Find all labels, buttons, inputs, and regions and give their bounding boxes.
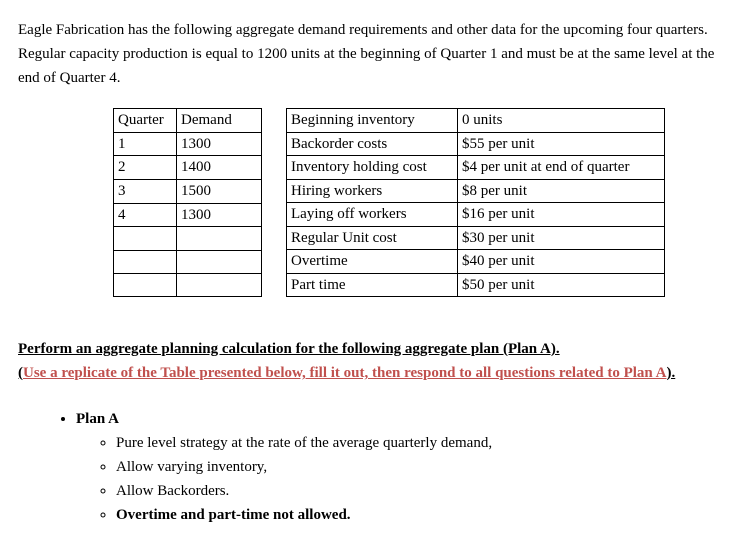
table-row: Beginning inventory0 units: [287, 109, 665, 133]
instruction-block: Perform an aggregate planning calculatio…: [18, 337, 730, 385]
plan-item-text: Overtime and part-time not allowed.: [116, 507, 351, 523]
table-row: Part time$50 per unit: [287, 273, 665, 297]
table-row: 11300: [114, 132, 262, 156]
cost-value: $4 per unit at end of quarter: [458, 156, 665, 180]
cost-label: Regular Unit cost: [287, 226, 458, 250]
cost-value: $8 per unit: [458, 179, 665, 203]
cost-value: 0 units: [458, 109, 665, 133]
cost-value: $50 per unit: [458, 273, 665, 297]
table-row: 41300: [114, 203, 262, 227]
cost-label: Backorder costs: [287, 132, 458, 156]
cell-quarter: [114, 250, 177, 273]
instruction-line1: Perform an aggregate planning calculatio…: [18, 341, 560, 357]
costs-table: Beginning inventory0 units Backorder cos…: [286, 108, 665, 297]
intro-paragraph: Eagle Fabrication has the following aggr…: [18, 18, 730, 90]
table-row: 31500: [114, 180, 262, 204]
header-quarter: Quarter: [114, 109, 177, 133]
list-item: Allow Backorders.: [116, 479, 730, 503]
cell-quarter: [114, 227, 177, 250]
instruction-red-text: Use a replicate of the Table presented b…: [23, 365, 667, 381]
cost-label: Hiring workers: [287, 179, 458, 203]
table-row: Backorder costs$55 per unit: [287, 132, 665, 156]
header-demand: Demand: [177, 109, 262, 133]
cost-label: Inventory holding cost: [287, 156, 458, 180]
cost-value: $30 per unit: [458, 226, 665, 250]
tables-container: Quarter Demand 11300 21400 31500 41300 B…: [113, 108, 730, 297]
table-row: 21400: [114, 156, 262, 180]
cell-demand: [177, 250, 262, 273]
plan-title: Plan A: [76, 411, 119, 427]
cell-demand: 1400: [177, 156, 262, 180]
plan-title-item: Plan A Pure level strategy at the rate o…: [76, 407, 730, 527]
cost-label: Overtime: [287, 250, 458, 274]
plan-list: Plan A Pure level strategy at the rate o…: [18, 407, 730, 527]
plan-item-text: Pure level strategy at the rate of the a…: [116, 435, 492, 451]
list-item: Pure level strategy at the rate of the a…: [116, 431, 730, 455]
table-row: Inventory holding cost$4 per unit at end…: [287, 156, 665, 180]
table-row: Quarter Demand: [114, 109, 262, 133]
table-row: Hiring workers$8 per unit: [287, 179, 665, 203]
cell-quarter: [114, 273, 177, 296]
cost-label: Part time: [287, 273, 458, 297]
cell-quarter: 1: [114, 132, 177, 156]
cell-demand: 1300: [177, 132, 262, 156]
cell-quarter: 2: [114, 156, 177, 180]
table-row: [114, 273, 262, 296]
cost-label: Laying off workers: [287, 203, 458, 227]
instruction-paren-close: ).: [667, 365, 676, 381]
cell-quarter: 3: [114, 180, 177, 204]
cost-value: $55 per unit: [458, 132, 665, 156]
table-row: Overtime$40 per unit: [287, 250, 665, 274]
plan-item-text: Allow Backorders.: [116, 483, 229, 499]
list-item: Overtime and part-time not allowed.: [116, 503, 730, 527]
demand-table: Quarter Demand 11300 21400 31500 41300: [113, 108, 262, 297]
cost-value: $16 per unit: [458, 203, 665, 227]
table-row: [114, 227, 262, 250]
list-item: Allow varying inventory,: [116, 455, 730, 479]
table-row: [114, 250, 262, 273]
cost-value: $40 per unit: [458, 250, 665, 274]
table-row: Regular Unit cost$30 per unit: [287, 226, 665, 250]
cell-demand: [177, 227, 262, 250]
plan-sublist: Pure level strategy at the rate of the a…: [76, 431, 730, 527]
plan-item-text: Allow varying inventory,: [116, 459, 267, 475]
cell-demand: [177, 273, 262, 296]
cell-demand: 1500: [177, 180, 262, 204]
cell-demand: 1300: [177, 203, 262, 227]
table-row: Laying off workers$16 per unit: [287, 203, 665, 227]
cost-label: Beginning inventory: [287, 109, 458, 133]
cell-quarter: 4: [114, 203, 177, 227]
